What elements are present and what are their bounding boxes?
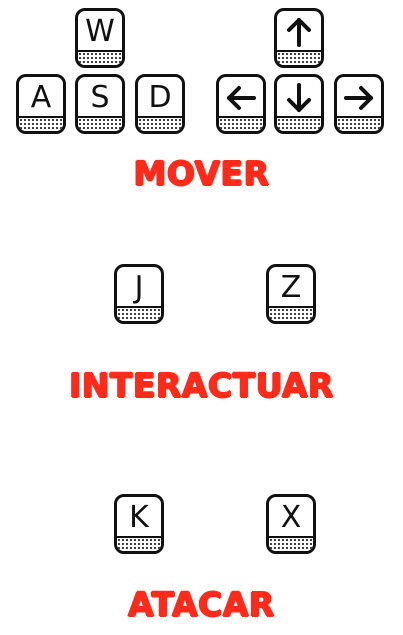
key-k-label: K [129,499,149,535]
key-w-label: W [85,13,115,49]
key-x-label: X [280,499,302,535]
key-arrow-right [334,74,384,134]
arrow-right-icon [344,85,373,110]
key-x: X [266,494,316,554]
arrow-left-icon [227,85,256,110]
key-arrow-up [274,8,324,68]
key-arrow-left [216,74,266,134]
move-title: MOVER [133,154,270,193]
key-j: J [114,264,164,324]
key-z: Z [266,264,316,324]
key-d-label: D [148,79,172,115]
arrow-down-icon [287,82,311,112]
key-arrow-down [274,74,324,134]
key-z-label: Z [280,269,302,305]
key-s-label: S [90,79,110,115]
arrow-up-icon [287,17,311,47]
key-a: A [16,74,66,134]
key-w: W [75,8,125,68]
key-a-label: A [30,79,52,115]
interact-title: INTERACTUAR [69,366,334,405]
key-j-label: J [134,269,144,305]
key-d: D [135,74,185,134]
key-s: S [75,74,125,134]
key-k: K [114,494,164,554]
attack-title: ATACAR [128,585,275,624]
